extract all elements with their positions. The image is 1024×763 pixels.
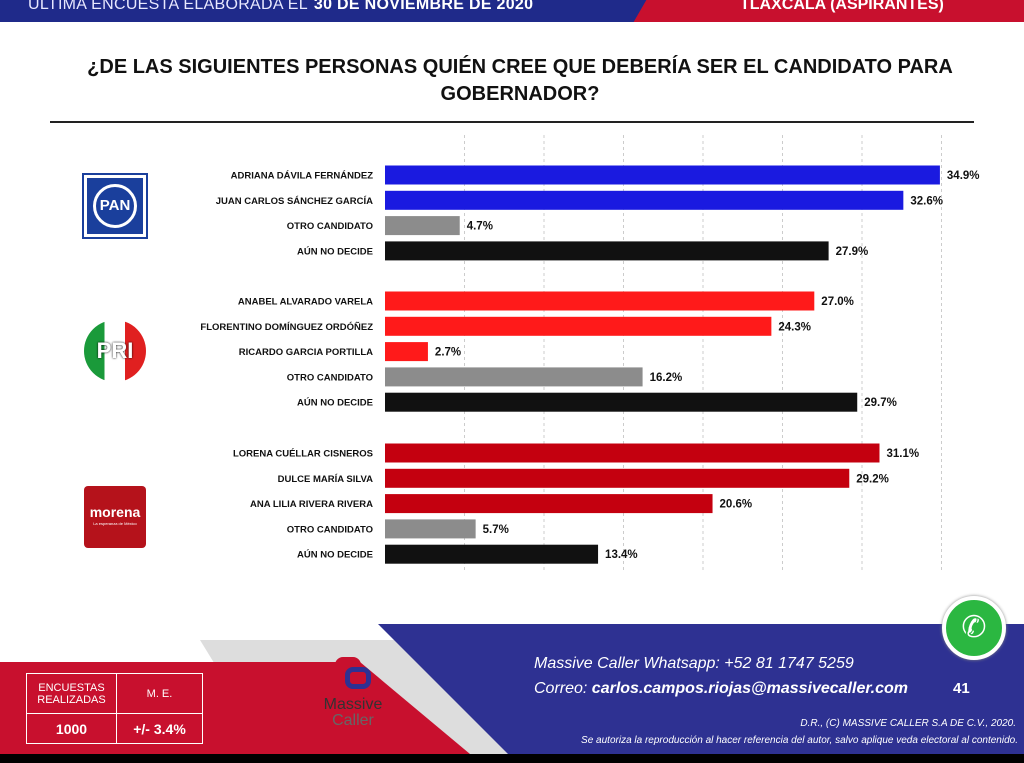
data-label: 20.6%	[720, 499, 753, 511]
data-label: 31.1%	[886, 448, 919, 460]
bar-label: LORENA CUÉLLAR CISNEROS	[233, 449, 373, 460]
chat-bubbles-icon	[333, 655, 373, 691]
page-number: 41	[953, 680, 970, 697]
morena-logo: morena La esperanza de México	[84, 486, 146, 548]
data-label: 2.7%	[435, 347, 461, 359]
bar-label: OTRO CANDIDATO	[287, 221, 373, 232]
margin-header: M. E.	[116, 673, 203, 714]
bar-label: RICARDO GARCIA PORTILLA	[239, 347, 373, 358]
email-line: Correo: carlos.campos.riojas@massivecall…	[534, 680, 908, 698]
bar-label: AÚN NO DECIDE	[297, 549, 373, 561]
data-label: 29.7%	[864, 397, 897, 409]
bar	[385, 241, 829, 261]
divider	[50, 121, 974, 123]
bar-label: OTRO CANDIDATO	[287, 372, 373, 383]
whatsapp-text: Massive Caller Whatsapp: +52 81 1747 525…	[534, 655, 854, 672]
bar	[385, 190, 904, 210]
bar-label: ANA LILIA RIVERA RIVERA	[250, 499, 373, 510]
data-label: 34.9%	[947, 170, 980, 182]
data-label: 27.0%	[821, 296, 854, 308]
data-label: 4.7%	[467, 221, 493, 233]
bar	[385, 519, 476, 539]
data-label: 5.7%	[483, 524, 509, 536]
brand-name-1: Massive	[323, 696, 383, 713]
bar	[385, 165, 940, 185]
data-label: 13.4%	[605, 549, 638, 561]
bar	[385, 443, 880, 463]
copyright: D.R., (C) MASSIVE CALLER S.A DE C.V., 20…	[800, 718, 1016, 729]
bar-label: AÚN NO DECIDE	[297, 397, 373, 409]
notice: Se autoriza la reproducción al hacer ref…	[581, 735, 1018, 746]
data-label: 27.9%	[836, 246, 869, 258]
bar-label: JUAN CARLOS SÁNCHEZ GARCÍA	[216, 196, 373, 207]
bar	[385, 494, 713, 514]
bar	[385, 392, 858, 412]
chart-title: ¿DE LAS SIGUIENTES PERSONAS QUIÉN CREE Q…	[87, 56, 953, 105]
bar-chart: ADRIANA DÁVILA FERNÁNDEZ 34.9% JUAN CARLOS…	[200, 135, 980, 570]
bar-label: ANABEL ALVARADO VARELA	[238, 297, 373, 308]
bar-label: ADRIANA DÁVILA FERNÁNDEZ	[231, 171, 374, 182]
bar	[385, 342, 428, 362]
massive-caller-logo: Massive Caller	[312, 655, 394, 729]
email-link[interactable]: carlos.campos.riojas@massivecaller.com	[591, 680, 909, 697]
surveys-value: 1000	[26, 713, 117, 744]
bar	[385, 216, 460, 236]
brand-name-2: Caller	[332, 712, 374, 729]
banner-right: TLAXCALA (ASPIRANTES)	[740, 0, 944, 13]
bar-label: OTRO CANDIDATO	[287, 524, 373, 535]
bottom-bar	[0, 754, 1024, 763]
bar-label: AÚN NO DECIDE	[297, 245, 373, 257]
surveys-header: ENCUESTAS REALIZADAS	[26, 673, 117, 714]
top-banner: ÚLTIMA ENCUESTA ELABORADA EL 30 DE NOVIEM…	[0, 0, 1024, 22]
pri-logo: PRI	[84, 320, 146, 382]
margin-value: +/- 3.4%	[116, 713, 203, 744]
whatsapp-icon[interactable]: ✆	[942, 596, 1006, 660]
bar	[385, 367, 643, 387]
banner-date: 30 DE NOVIEMBRE DE 2020	[313, 0, 534, 13]
bar	[385, 316, 772, 336]
data-label: 32.6%	[910, 195, 943, 207]
bar-label: DULCE MARÍA SILVA	[278, 474, 373, 485]
bar	[385, 544, 599, 564]
banner-label: ÚLTIMA ENCUESTA ELABORADA EL	[28, 0, 308, 13]
bar	[385, 468, 850, 488]
data-label: 29.2%	[856, 473, 889, 485]
pan-logo: PAN	[82, 173, 148, 239]
data-label: 24.3%	[778, 321, 811, 333]
bar	[385, 291, 815, 311]
banner-left: ÚLTIMA ENCUESTA ELABORADA EL 30 DE NOVIEM…	[28, 0, 533, 14]
email-label: Correo:	[534, 680, 592, 697]
bar-label: FLORENTINO DOMÍNGUEZ ORDÓÑEZ	[200, 321, 373, 333]
stats-table: ENCUESTAS REALIZADAS M. E. 1000 +/- 3.4%	[26, 673, 203, 744]
data-label: 16.2%	[650, 372, 683, 384]
